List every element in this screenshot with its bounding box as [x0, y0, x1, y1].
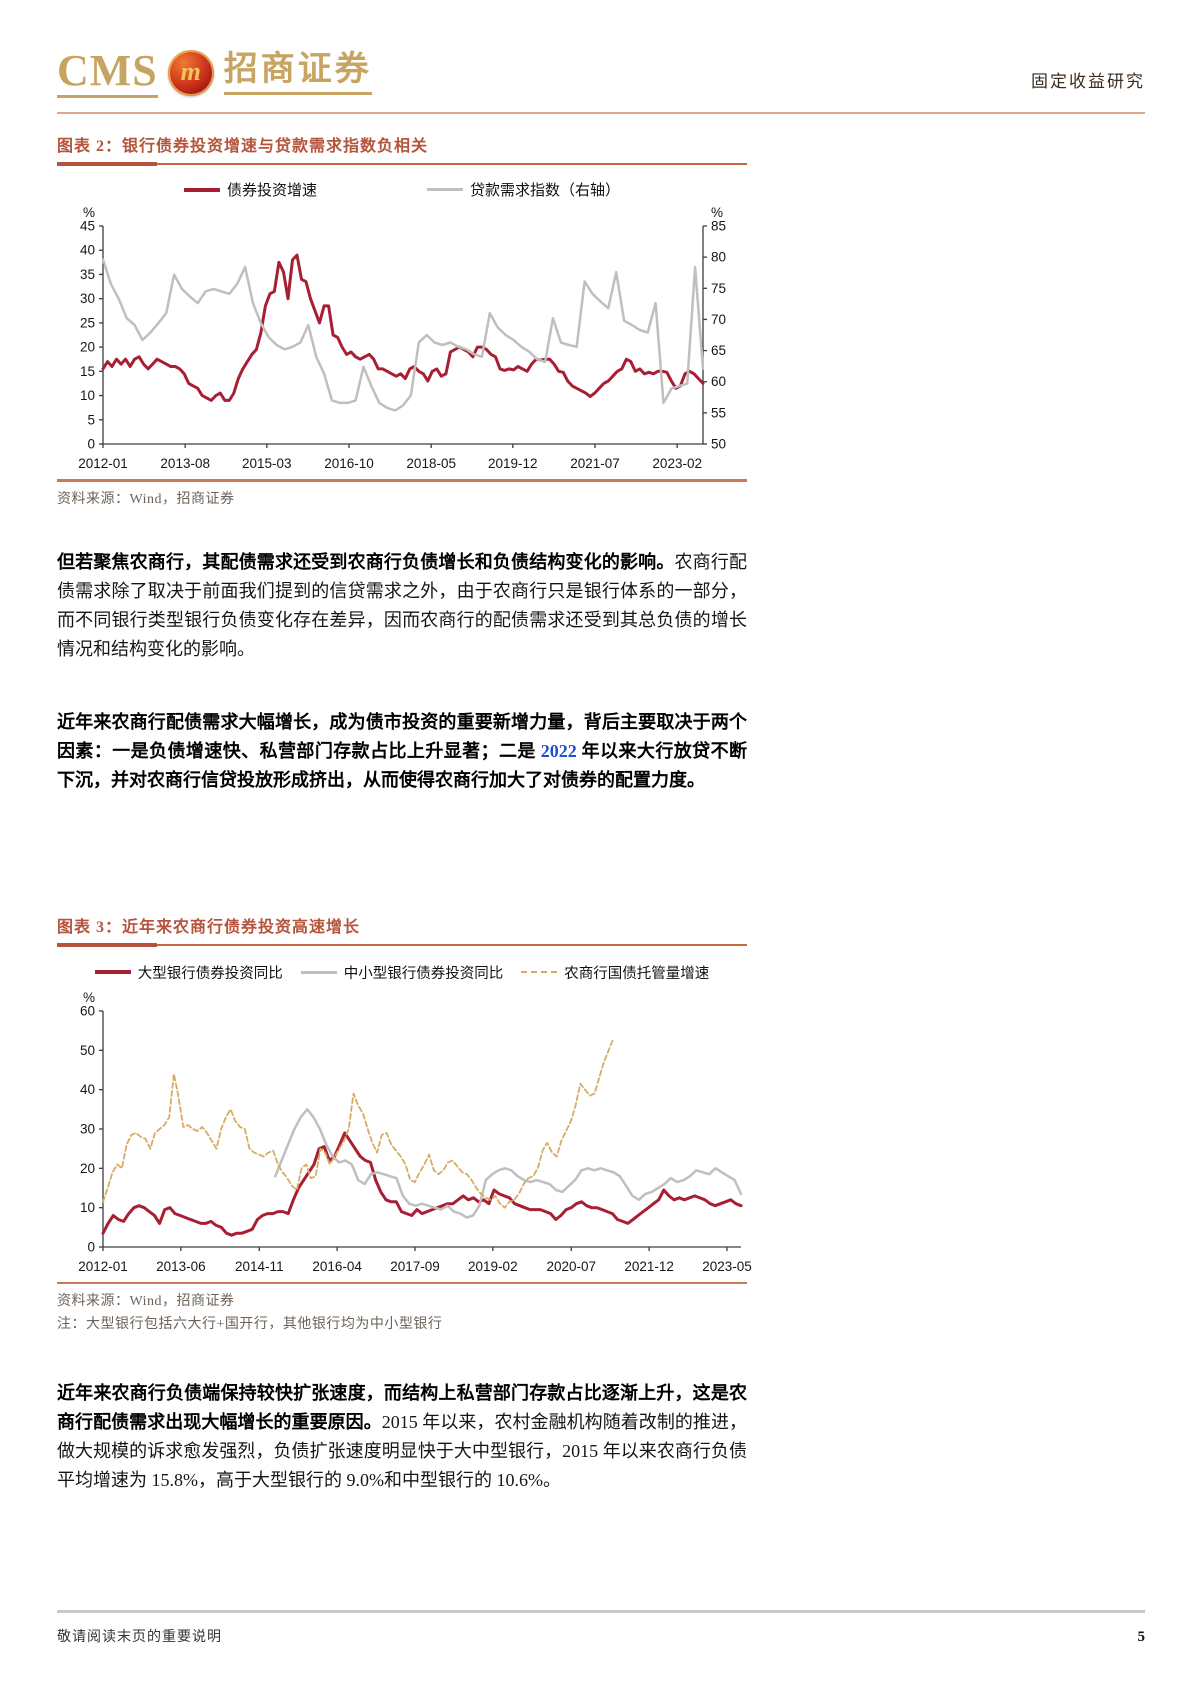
- chart-canvas: 0 5 10 15 20 25 30 35 40 45% 50 55 60 65 70 75 80 85% 2012…: [78, 205, 726, 471]
- line-swatch-gray: [427, 188, 463, 191]
- figure3-bottom-rule: [57, 1281, 747, 1284]
- svg-text:2021-07: 2021-07: [570, 456, 620, 471]
- svg-text:60: 60: [711, 374, 726, 389]
- svg-text:2013-06: 2013-06: [156, 1259, 206, 1274]
- cms-logo-text: CMS: [57, 47, 158, 98]
- paragraph-1: 但若聚焦农商行，其配债需求还受到农商行负债增长和负债结构变化的影响。农商行配债需…: [57, 548, 747, 664]
- cms-logo-chinese: 招商证券: [223, 51, 372, 96]
- figure2-source: 资料来源：Wind，招商证券: [57, 491, 235, 507]
- report-category: 固定收益研究: [1031, 72, 1145, 91]
- cms-badge-icon: m: [167, 49, 214, 96]
- line-swatch-dashed-tan: [521, 971, 558, 973]
- figure2-bottom-rule: [57, 479, 747, 482]
- svg-text:5: 5: [87, 412, 95, 427]
- svg-text:2018-05: 2018-05: [406, 456, 456, 471]
- svg-text:10: 10: [80, 1200, 95, 1215]
- svg-text:%: %: [83, 205, 95, 220]
- svg-text:2015-03: 2015-03: [242, 456, 292, 471]
- paragraph-1-bold: 但若聚焦农商行，其配债需求还受到农商行负债增长和负债结构变化的影响。: [57, 551, 675, 572]
- svg-text:2019-02: 2019-02: [468, 1259, 518, 1274]
- paragraph-1-rest: 农商行配债需求除了取决于前面我们提到的信贷需求之外，由于农商行只是银行体系的一部…: [57, 551, 748, 659]
- legend-label: 大型银行债券投资同比: [137, 965, 283, 982]
- paragraph-2-part1: 近年来农商行配债需求大幅增长，成为债市投资的重要新增力量，背后主要取决于两个因素…: [57, 711, 747, 761]
- svg-text:20: 20: [80, 340, 95, 355]
- footer-disclaimer: 敬请阅读末页的重要说明: [57, 1630, 222, 1645]
- figure2-chart: 0 5 10 15 20 25 30 35 40 45% 50 55 60 65 70 75 80 85% 2012…: [57, 202, 757, 479]
- page-number: 5: [1137, 1629, 1146, 1645]
- figure2-legend: 债券投资增速 贷款需求指数（右轴）: [57, 179, 747, 200]
- chart-canvas: 0 10 20 30 40 50 60% 2012-01 2013-06 2014-11 2016-…: [78, 990, 752, 1274]
- svg-text:2012-01: 2012-01: [78, 456, 128, 471]
- page-footer: 敬请阅读末页的重要说明 5: [57, 1610, 1145, 1646]
- svg-text:50: 50: [711, 437, 726, 452]
- paragraph-2-year: 2022: [540, 740, 577, 761]
- svg-text:75: 75: [711, 281, 726, 296]
- svg-text:40: 40: [80, 1082, 95, 1097]
- svg-text:%: %: [83, 990, 95, 1005]
- line-swatch-gray: [300, 970, 337, 974]
- svg-text:35: 35: [80, 267, 95, 282]
- header-divider: [57, 112, 1145, 114]
- paragraph-3-rest: 2015 年以来，农村金融机构随着改制的推进，做大规模的诉求愈发强烈，负债扩张速…: [57, 1412, 747, 1490]
- svg-text:50: 50: [80, 1042, 95, 1057]
- svg-text:2012-01: 2012-01: [78, 1259, 128, 1274]
- svg-text:80: 80: [711, 250, 726, 265]
- svg-text:2016-10: 2016-10: [324, 456, 374, 471]
- legend-item: 贷款需求指数（右轴）: [427, 179, 620, 200]
- legend-item: 中小型银行债券投资同比: [300, 962, 504, 983]
- svg-text:30: 30: [80, 291, 95, 306]
- paragraph-2: 近年来农商行配债需求大幅增长，成为债市投资的重要新增力量，背后主要取决于两个因素…: [57, 708, 747, 795]
- svg-text:0: 0: [87, 1239, 95, 1254]
- svg-text:2017-09: 2017-09: [390, 1259, 440, 1274]
- svg-text:45: 45: [80, 219, 95, 234]
- page-header: CMS m 招商证券 固定收益研究: [57, 34, 1145, 98]
- figure2-caption: 图表 2：银行债券投资增速与贷款需求指数负相关: [57, 132, 747, 166]
- paragraph-2-part2: 年以来大行放贷不断下沉，并对农商行信贷投放形成挤出，从而使得农商行加大了对债券的…: [57, 740, 747, 790]
- figure3-caption: 图表 3：近年来农商行债券投资高速增长: [57, 913, 747, 947]
- legend-label: 贷款需求指数（右轴）: [470, 182, 621, 199]
- svg-text:2021-12: 2021-12: [624, 1259, 674, 1274]
- svg-text:2014-11: 2014-11: [235, 1259, 284, 1274]
- legend-item: 债券投资增速: [183, 179, 317, 200]
- paragraph-3-bold: 近年来农商行负债端保持较快扩张速度，而结构上私营部门存款占比逐渐上升，这是农商行…: [57, 1383, 747, 1432]
- legend-item: 农商行国债托管量增速: [521, 962, 709, 983]
- svg-text:25: 25: [80, 315, 95, 330]
- cms-logo: CMS m 招商证券: [57, 47, 372, 98]
- svg-text:2013-08: 2013-08: [160, 456, 210, 471]
- svg-text:30: 30: [80, 1121, 95, 1136]
- figure3-note: 注：大型银行包括六大行+国开行，其他银行均为中小型银行: [57, 1317, 443, 1332]
- svg-text:15: 15: [80, 364, 95, 379]
- svg-text:2023-02: 2023-02: [652, 456, 702, 471]
- legend-label: 农商行国债托管量增速: [564, 965, 710, 982]
- line-swatch-red: [183, 187, 220, 192]
- legend-item: 大型银行债券投资同比: [94, 962, 283, 983]
- svg-text:2019-12: 2019-12: [488, 456, 538, 471]
- svg-text:2020-07: 2020-07: [547, 1259, 597, 1274]
- figure3-chart: 0 10 20 30 40 50 60% 2012-01 2013-06 2014-11 2016-…: [57, 987, 757, 1282]
- svg-text:65: 65: [711, 343, 726, 358]
- svg-text:70: 70: [711, 312, 726, 327]
- legend-label: 债券投资增速: [226, 182, 317, 199]
- figure3-source: 资料来源：Wind，招商证券: [57, 1294, 235, 1309]
- svg-text:0: 0: [87, 437, 95, 452]
- paragraph-3: 近年来农商行负债端保持较快扩张速度，而结构上私营部门存款占比逐渐上升，这是农商行…: [57, 1379, 747, 1495]
- svg-text:20: 20: [80, 1160, 95, 1175]
- line-swatch-red: [94, 970, 131, 974]
- svg-text:60: 60: [80, 1003, 95, 1018]
- figure3-legend: 大型银行债券投资同比 中小型银行债券投资同比 农商行国债托管量增速: [57, 962, 747, 983]
- svg-text:%: %: [711, 205, 723, 220]
- svg-text:85: 85: [711, 219, 726, 234]
- svg-text:55: 55: [711, 405, 726, 420]
- svg-text:10: 10: [80, 388, 95, 403]
- svg-text:40: 40: [80, 243, 95, 258]
- svg-text:2023-05: 2023-05: [702, 1259, 752, 1274]
- legend-label: 中小型银行债券投资同比: [343, 965, 504, 982]
- svg-text:2016-04: 2016-04: [312, 1259, 362, 1274]
